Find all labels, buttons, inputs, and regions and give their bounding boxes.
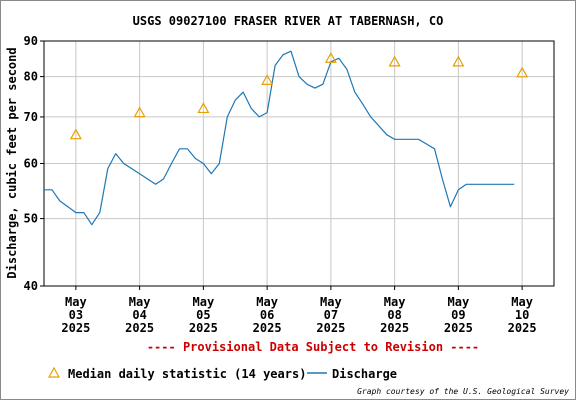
x-tick-label-month: May [448,295,470,309]
x-tick-label-day: 04 [132,308,146,322]
legend-median-label: Median daily statistic (14 years) [68,367,306,381]
y-tick-label: 40 [24,279,38,293]
x-tick-label-month: May [65,295,87,309]
median-marker [133,106,146,118]
y-tick-label: 50 [24,212,38,226]
x-tick-label-month: May [384,295,406,309]
x-tick-label-year: 2025 [508,321,537,335]
median-marker [261,74,274,85]
median-markers [69,52,529,140]
x-tick-label-month: May [193,295,215,309]
credit-text: Graph courtesy of the U.S. Geological Su… [357,387,569,396]
grid-lines [44,41,554,286]
x-tick-label-month: May [511,295,533,309]
x-tick-label-year: 2025 [61,321,90,335]
median-marker [197,102,210,114]
legend: Median daily statistic (14 years) Discha… [47,366,397,381]
y-tick-label: 70 [24,110,38,124]
median-marker [516,66,529,78]
x-tick-label-day: 10 [515,308,529,322]
x-tick-label-day: 07 [324,308,338,322]
legend-median-marker [47,366,61,378]
x-tick-label-day: 05 [196,308,210,322]
series-layer [44,50,515,226]
x-tick-label-year: 2025 [189,321,218,335]
median-marker [324,52,337,63]
x-axis-ticks: May032025May042025May052025May062025May0… [61,286,537,335]
x-tick-label-year: 2025 [125,321,154,335]
y-tick-label: 80 [24,70,38,84]
y-tick-label: 90 [24,34,38,48]
y-tick-label: 60 [24,157,38,171]
x-tick-label-day: 09 [451,308,465,322]
chart-title: USGS 09027100 FRASER RIVER AT TABERNASH,… [133,14,444,28]
x-tick-label-day: 06 [260,308,274,322]
x-tick-label-year: 2025 [316,321,345,335]
y-axis-label: Discharge, cubic feet per second [5,47,19,278]
x-tick-label-day: 08 [387,308,401,322]
x-tick-label-year: 2025 [444,321,473,335]
discharge-line [44,50,515,226]
provisional-notice: ---- Provisional Data Subject to Revisio… [147,340,479,354]
x-tick-label-year: 2025 [380,321,409,335]
median-marker [452,55,465,67]
x-tick-label-day: 03 [69,308,83,322]
y-axis-ticks: 40 50 60 70 80 90 [24,34,44,293]
x-tick-label-year: 2025 [253,321,282,335]
legend-discharge-label: Discharge [332,367,397,381]
median-marker [388,55,401,67]
x-tick-label-month: May [256,295,278,309]
x-tick-label-month: May [320,295,342,309]
median-marker [69,128,82,140]
x-tick-label-month: May [129,295,151,309]
